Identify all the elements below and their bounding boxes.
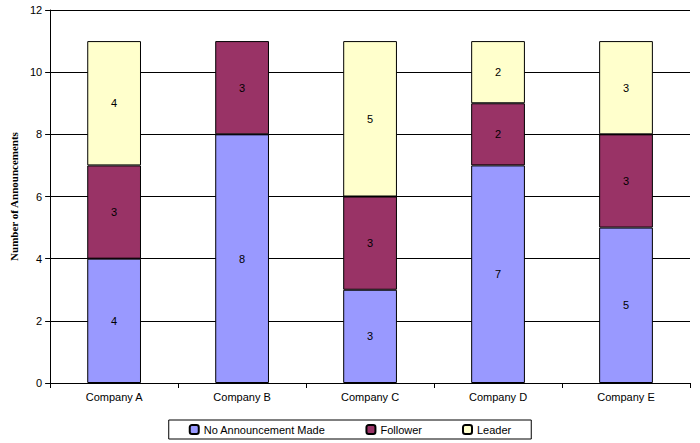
svg-text:2: 2 [495,66,501,78]
svg-text:Follower: Follower [380,424,422,436]
svg-text:Company D: Company D [469,391,527,403]
svg-text:2: 2 [495,128,501,140]
svg-text:Company A: Company A [86,391,144,403]
svg-text:3: 3 [111,206,117,218]
svg-text:Leader: Leader [477,424,512,436]
svg-text:Company B: Company B [213,391,270,403]
svg-text:8: 8 [239,253,245,265]
svg-text:No Announcement Made: No Announcement Made [204,424,325,436]
svg-text:5: 5 [623,299,629,311]
svg-text:Company E: Company E [597,391,654,403]
svg-text:3: 3 [623,175,629,187]
svg-text:3: 3 [623,82,629,94]
svg-text:3: 3 [367,237,373,249]
svg-text:0: 0 [36,377,42,389]
svg-text:12: 12 [30,4,42,16]
svg-text:3: 3 [367,330,373,342]
svg-text:Company C: Company C [341,391,399,403]
svg-text:4: 4 [111,97,117,109]
svg-text:10: 10 [30,66,42,78]
svg-text:4: 4 [111,315,117,327]
svg-text:2: 2 [36,315,42,327]
svg-text:6: 6 [36,191,42,203]
svg-text:5: 5 [367,113,373,125]
svg-text:8: 8 [36,128,42,140]
svg-text:7: 7 [495,268,501,280]
svg-text:Number of Announcements: Number of Announcements [8,131,20,260]
svg-text:3: 3 [239,82,245,94]
svg-text:4: 4 [36,253,42,265]
